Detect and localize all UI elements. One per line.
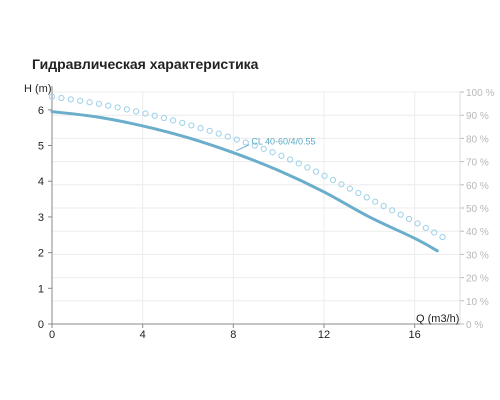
x-tick-label: 4	[140, 329, 146, 341]
efficiency-point	[170, 117, 177, 124]
y-tick-label: 2	[38, 248, 44, 260]
efficiency-point	[329, 176, 337, 184]
efficiency-point	[224, 133, 231, 140]
efficiency-point	[251, 142, 258, 149]
efficiency-point	[160, 114, 168, 122]
efficiency-point	[206, 127, 213, 134]
series-layer	[48, 93, 446, 253]
efficiency-point	[380, 202, 387, 210]
efficiency-point	[197, 125, 204, 132]
y2-tick-label: 10 %	[466, 297, 489, 308]
efficiency-point	[414, 220, 421, 227]
efficiency-point	[260, 145, 267, 152]
efficiency-point	[105, 102, 112, 109]
y2-tick-label: 80 %	[466, 134, 489, 145]
y-tick-label: 4	[38, 176, 44, 188]
series-label-leader	[236, 144, 250, 152]
efficiency-point	[151, 112, 158, 119]
y-tick-label: 6	[38, 105, 44, 117]
y2-tick-label: 40 %	[466, 227, 489, 238]
efficiency-point	[77, 97, 84, 104]
grid-lines	[51, 91, 460, 325]
y-axis-title: H (m)	[24, 83, 52, 95]
efficiency-point	[389, 207, 396, 214]
y2-tick-label: 100 %	[466, 88, 494, 99]
efficiency-point	[321, 172, 328, 179]
y2-tick-label: 0 %	[466, 320, 483, 331]
efficiency-point	[188, 122, 195, 129]
x-tick-label: 16	[409, 329, 421, 341]
efficiency-point	[397, 211, 404, 218]
head-curve	[50, 110, 439, 253]
efficiency-point	[355, 189, 362, 197]
efficiency-point	[287, 156, 294, 163]
efficiency-point	[179, 119, 186, 126]
efficiency-point	[48, 93, 56, 100]
x-tick-label: 0	[49, 329, 55, 341]
efficiency-point	[215, 130, 222, 137]
series-label: CL 40-60/4/0.55	[251, 137, 315, 147]
efficiency-point	[372, 198, 379, 205]
y2-tick-label: 60 %	[466, 181, 489, 192]
x-axis-title: Q (m3/h)	[416, 313, 459, 325]
efficiency-point	[346, 185, 354, 192]
efficiency-point	[304, 164, 311, 171]
efficiency-point	[439, 233, 446, 241]
y-tick-label: 3	[38, 212, 44, 224]
x-tick-label: 12	[318, 329, 330, 341]
efficiency-point	[278, 152, 285, 159]
efficiency-point	[142, 110, 149, 117]
y2-tick-label: 30 %	[466, 250, 489, 261]
x-tick-label: 8	[230, 329, 236, 341]
efficiency-point	[114, 104, 121, 111]
y2-tick-label: 20 %	[466, 274, 489, 285]
y-tick-label: 1	[38, 283, 44, 295]
efficiency-point	[242, 139, 249, 146]
y2-tick-label: 50 %	[466, 204, 489, 215]
efficiency-point	[363, 194, 370, 201]
y-tick-label: 0	[38, 319, 44, 331]
y2-tick-label: 70 %	[466, 158, 489, 169]
efficiency-point	[431, 229, 438, 236]
efficiency-point	[295, 160, 302, 167]
efficiency-point	[422, 224, 429, 232]
efficiency-point	[123, 106, 131, 113]
efficiency-point	[405, 215, 413, 223]
efficiency-point	[67, 96, 74, 103]
y-tick-label: 5	[38, 141, 44, 153]
y2-tick-label: 90 %	[466, 111, 489, 122]
efficiency-point	[58, 94, 65, 102]
efficiency-point	[312, 168, 320, 175]
efficiency-point	[133, 108, 140, 115]
efficiency-point	[86, 99, 93, 106]
efficiency-point	[95, 100, 103, 107]
axes	[48, 86, 464, 328]
efficiency-point	[269, 149, 276, 156]
efficiency-point	[233, 136, 240, 143]
chart-title: Гидравлическая характеристика	[32, 56, 259, 72]
efficiency-point	[338, 181, 345, 188]
